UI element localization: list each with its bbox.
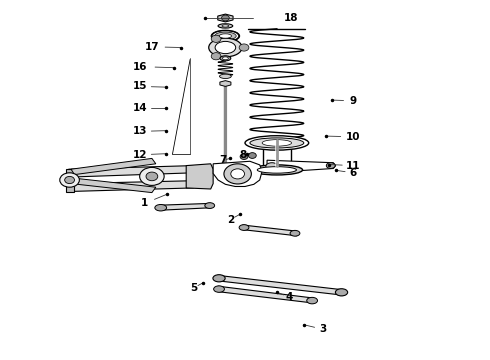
Ellipse shape — [220, 74, 231, 78]
Circle shape — [211, 35, 221, 42]
Text: 14: 14 — [132, 103, 147, 113]
Text: 2: 2 — [227, 215, 234, 225]
Ellipse shape — [239, 225, 249, 230]
Text: 4: 4 — [285, 292, 293, 302]
Ellipse shape — [213, 275, 225, 282]
Polygon shape — [71, 158, 156, 175]
Ellipse shape — [251, 165, 303, 175]
Ellipse shape — [290, 230, 300, 236]
Circle shape — [231, 169, 245, 179]
Ellipse shape — [245, 136, 309, 150]
Text: 12: 12 — [132, 150, 147, 160]
Text: 8: 8 — [239, 150, 246, 160]
Polygon shape — [218, 14, 233, 22]
Ellipse shape — [250, 138, 304, 148]
Circle shape — [239, 44, 249, 51]
Circle shape — [240, 154, 248, 159]
Text: 3: 3 — [320, 324, 327, 334]
Ellipse shape — [262, 140, 292, 146]
Ellipse shape — [335, 289, 348, 296]
Polygon shape — [218, 275, 343, 295]
Ellipse shape — [222, 25, 229, 27]
Ellipse shape — [212, 31, 239, 41]
Text: 18: 18 — [284, 13, 299, 23]
Circle shape — [224, 164, 251, 184]
Text: 5: 5 — [190, 283, 197, 293]
Text: 1: 1 — [141, 198, 148, 208]
Text: 13: 13 — [132, 126, 147, 136]
Text: 15: 15 — [132, 81, 147, 91]
Circle shape — [248, 153, 256, 158]
Ellipse shape — [220, 34, 232, 38]
Polygon shape — [71, 178, 156, 193]
Ellipse shape — [214, 286, 224, 292]
Polygon shape — [66, 169, 74, 192]
Ellipse shape — [205, 203, 215, 208]
Ellipse shape — [218, 24, 233, 28]
Ellipse shape — [155, 204, 167, 211]
Circle shape — [65, 176, 74, 184]
Ellipse shape — [326, 163, 335, 168]
Polygon shape — [218, 286, 314, 303]
Ellipse shape — [215, 32, 236, 40]
Ellipse shape — [220, 56, 231, 61]
Circle shape — [140, 167, 164, 185]
Ellipse shape — [209, 38, 242, 57]
Text: 17: 17 — [145, 42, 159, 52]
Text: 9: 9 — [349, 96, 356, 106]
Text: 11: 11 — [345, 161, 360, 171]
Text: 6: 6 — [349, 168, 356, 178]
Polygon shape — [69, 166, 194, 177]
Circle shape — [60, 173, 79, 187]
Polygon shape — [159, 203, 212, 210]
Circle shape — [211, 53, 221, 60]
Ellipse shape — [266, 163, 278, 170]
Polygon shape — [69, 181, 194, 192]
Circle shape — [221, 15, 229, 21]
Polygon shape — [220, 81, 231, 86]
Polygon shape — [255, 166, 299, 169]
Circle shape — [146, 172, 158, 181]
Ellipse shape — [257, 167, 296, 173]
Text: 7: 7 — [219, 155, 227, 165]
Polygon shape — [267, 160, 336, 173]
Text: 10: 10 — [345, 132, 360, 142]
Polygon shape — [213, 161, 262, 186]
Polygon shape — [186, 164, 213, 189]
Ellipse shape — [222, 57, 228, 60]
Ellipse shape — [307, 297, 318, 304]
Text: 16: 16 — [132, 62, 147, 72]
Ellipse shape — [215, 41, 236, 54]
Polygon shape — [243, 225, 297, 236]
